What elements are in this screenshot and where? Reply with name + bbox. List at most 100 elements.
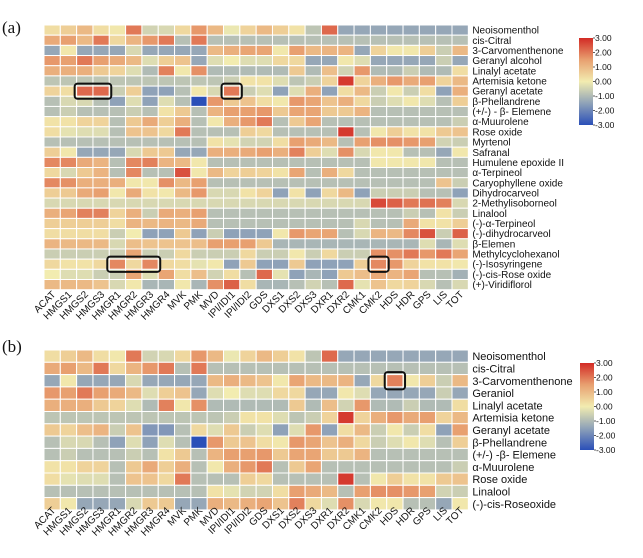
heatmap-cell (304, 136, 322, 148)
heatmap-cell (271, 105, 290, 118)
colorbar-tick-label: 1.00 (596, 387, 613, 397)
heatmap-cell (418, 447, 437, 462)
heatmap-cell (451, 207, 469, 219)
heatmap-cell (190, 361, 208, 376)
row-label: Dihydrocarveol (472, 188, 539, 199)
heatmap-cell (141, 423, 159, 437)
heatmap-cell (206, 423, 225, 437)
heatmap-cell (206, 484, 225, 499)
heatmap-cell (125, 116, 143, 128)
heatmap-cell (174, 423, 192, 437)
heatmap-cell (451, 167, 469, 179)
heatmap-cell (402, 258, 420, 270)
heatmap-cell (451, 279, 469, 291)
heatmap-cell (304, 156, 322, 169)
heatmap-cell (386, 374, 404, 388)
heatmap-cell (174, 187, 192, 199)
heatmap-cell (92, 44, 110, 57)
heatmap-cell (435, 435, 453, 449)
heatmap-cell (255, 349, 273, 363)
heatmap-cell (108, 349, 127, 363)
heatmap-cell (206, 435, 225, 449)
heatmap-cell (125, 435, 143, 449)
heatmap-cell (353, 24, 371, 36)
heatmap-cell (402, 146, 420, 158)
heatmap-cell (206, 126, 225, 138)
heatmap-cell (239, 156, 257, 169)
heatmap-cell (435, 238, 453, 250)
heatmap-cell (125, 187, 143, 199)
heatmap-cell (320, 24, 339, 36)
heatmap-cell (337, 248, 355, 260)
heatmap-cell (418, 146, 437, 158)
heatmap-cell (157, 423, 176, 437)
highlight-box (106, 255, 162, 273)
heatmap-cell (369, 75, 388, 87)
heatmap-cell (76, 217, 94, 230)
heatmap-cell (43, 24, 61, 36)
heatmap-cell (141, 258, 159, 270)
heatmap-cell (157, 126, 176, 138)
heatmap-cell (304, 279, 322, 291)
colorbar-tick-label: -1.00 (596, 416, 616, 426)
heatmap-cell (239, 349, 257, 363)
heatmap-cell (108, 484, 127, 499)
heatmap-cell (418, 105, 437, 118)
heatmap-cell (239, 435, 257, 449)
heatmap-cell (190, 374, 208, 388)
heatmap-cell (206, 349, 225, 363)
row-label: Rose oxide (472, 474, 527, 486)
heatmap-cell (206, 228, 225, 240)
heatmap-cell (108, 156, 127, 169)
heatmap-cell (337, 238, 355, 250)
row-label: Linalyl acetate (472, 400, 542, 412)
heatmap-cell (174, 207, 192, 219)
row-label: α-Muurolene (472, 117, 529, 128)
heatmap-cell (43, 105, 61, 118)
heatmap-cell (435, 85, 453, 97)
heatmap-cell (239, 248, 257, 260)
heatmap-cell (141, 411, 159, 425)
heatmap-cell (337, 398, 355, 413)
heatmap-cell (157, 411, 176, 425)
heatmap-cell (223, 197, 241, 209)
heatmap-cell (255, 116, 273, 128)
heatmap-cell (255, 386, 273, 400)
heatmap-cell (320, 472, 339, 486)
heatmap-cell (239, 279, 257, 291)
colorbar-tick-label: 3.00 (595, 33, 612, 43)
heatmap-cell (59, 65, 78, 77)
heatmap-cell (141, 24, 159, 36)
heatmap-cell (337, 95, 355, 107)
heatmap-cell (402, 197, 420, 209)
heatmap-cell (206, 207, 225, 219)
heatmap-cell (125, 136, 143, 148)
heatmap-cell (288, 95, 306, 107)
heatmap-cell (369, 85, 388, 97)
heatmap-cell (353, 228, 371, 240)
heatmap-cell (157, 447, 176, 462)
heatmap-cell (174, 435, 192, 449)
heatmap-cell (92, 435, 110, 449)
heatmap-cell (125, 484, 143, 499)
row-labels-a: Neoisomentholcis-Citral3-Carvomenthenone… (472, 26, 564, 291)
heatmap-cell (337, 65, 355, 77)
heatmap-cell (451, 349, 469, 363)
heatmap-cell (271, 423, 290, 437)
heatmap-cell (157, 44, 176, 57)
heatmap-cell (402, 472, 420, 486)
heatmap-cell (304, 126, 322, 138)
heatmap-cell (402, 55, 420, 67)
heatmap-cell (288, 34, 306, 46)
heatmap-cell (304, 207, 322, 219)
heatmap-cell (108, 187, 127, 199)
heatmap-cell (386, 460, 404, 474)
heatmap-cell (76, 268, 94, 281)
heatmap-cell (353, 411, 371, 425)
heatmap-cell (288, 167, 306, 179)
heatmap-cell (386, 75, 404, 87)
heatmap-cell (271, 177, 290, 189)
heatmap-cell (190, 228, 208, 240)
heatmap-cell (125, 85, 143, 97)
heatmap-cell (59, 146, 78, 158)
